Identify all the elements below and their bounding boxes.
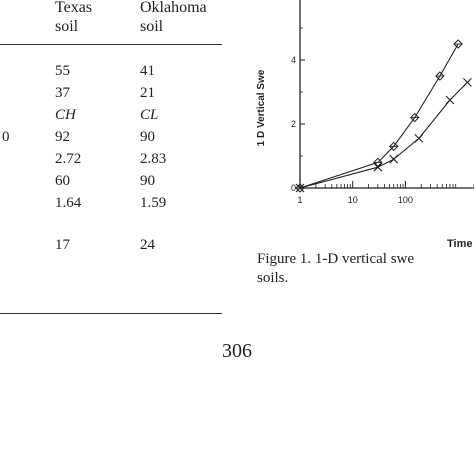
header-line: Oklahoma [140, 0, 207, 16]
oklahoma-value-2: 21 [140, 85, 155, 101]
header-rule [0, 44, 222, 45]
soil-properties-table: Texas soil Oklahoma soil 0 55 37 CH 92 2… [0, 0, 222, 320]
texas-value-1: 55 [55, 63, 70, 79]
header-line: soil [140, 18, 164, 35]
x-marker [373, 162, 383, 172]
header-texas-soil: Texas soil [55, 0, 92, 36]
y-tick-label: 0 [291, 183, 296, 193]
oklahoma-value-6: 90 [140, 173, 155, 189]
texas-value-4: 92 [55, 129, 70, 145]
x-marker [389, 154, 399, 164]
texas-value-5: 2.72 [55, 151, 82, 167]
page-number: 306 [222, 340, 252, 362]
header-line: soil [55, 18, 79, 35]
diamond-marker [435, 71, 445, 81]
caption-line-1: Figure 1. 1-D vertical swe [257, 251, 415, 267]
row-label-fragment: 0 [2, 129, 10, 145]
oklahoma-value-8: 24 [140, 237, 155, 253]
oklahoma-value-3: CL [140, 107, 159, 123]
series-line-2 [299, 82, 468, 189]
figure-caption: Figure 1. 1-D vertical swe soils. [257, 250, 474, 288]
oklahoma-value-7: 1.59 [140, 195, 167, 211]
texas-value-3: CH [55, 107, 76, 123]
diamond-marker [389, 141, 399, 152]
diamond-marker [409, 112, 420, 123]
swell-chart: 1 D Vertical Swe Time 0 2 4 6 1 10 100 [240, 0, 474, 250]
y-axis-label: 1 D Vertical Swe [256, 69, 267, 146]
texas-value-7: 1.64 [55, 195, 82, 211]
x-tick-label: 1 [297, 195, 302, 205]
bottom-rule [0, 313, 222, 314]
oklahoma-value-5: 2.83 [140, 151, 167, 167]
x-marker [445, 95, 455, 105]
diamond-marker [295, 183, 305, 193]
caption-line-2: soils. [257, 270, 289, 286]
texas-value-8: 17 [55, 237, 70, 253]
diamond-marker [453, 39, 463, 49]
series-line-1 [299, 43, 459, 189]
y-tick-label: 4 [291, 55, 296, 65]
y-tick-label: 6 [291, 0, 296, 1]
header-oklahoma-soil: Oklahoma soil [140, 0, 207, 36]
header-line: Texas [55, 0, 93, 16]
oklahoma-value-4: 90 [140, 129, 155, 145]
x-axis-label: Time [447, 238, 472, 250]
x-tick-label: 10 [348, 195, 358, 205]
diamond-marker [373, 157, 383, 168]
swell-chart-svg: 1 D Vertical Swe Time 0 2 4 6 1 10 100 [256, 0, 474, 250]
y-tick-label: 2 [291, 119, 296, 129]
oklahoma-value-1: 41 [140, 63, 155, 79]
texas-value-6: 60 [55, 173, 70, 189]
x-tick-label: 100 [398, 195, 413, 205]
x-marker [414, 134, 424, 143]
x-marker [463, 78, 472, 87]
texas-value-2: 37 [55, 85, 70, 101]
x-marker [295, 183, 305, 193]
